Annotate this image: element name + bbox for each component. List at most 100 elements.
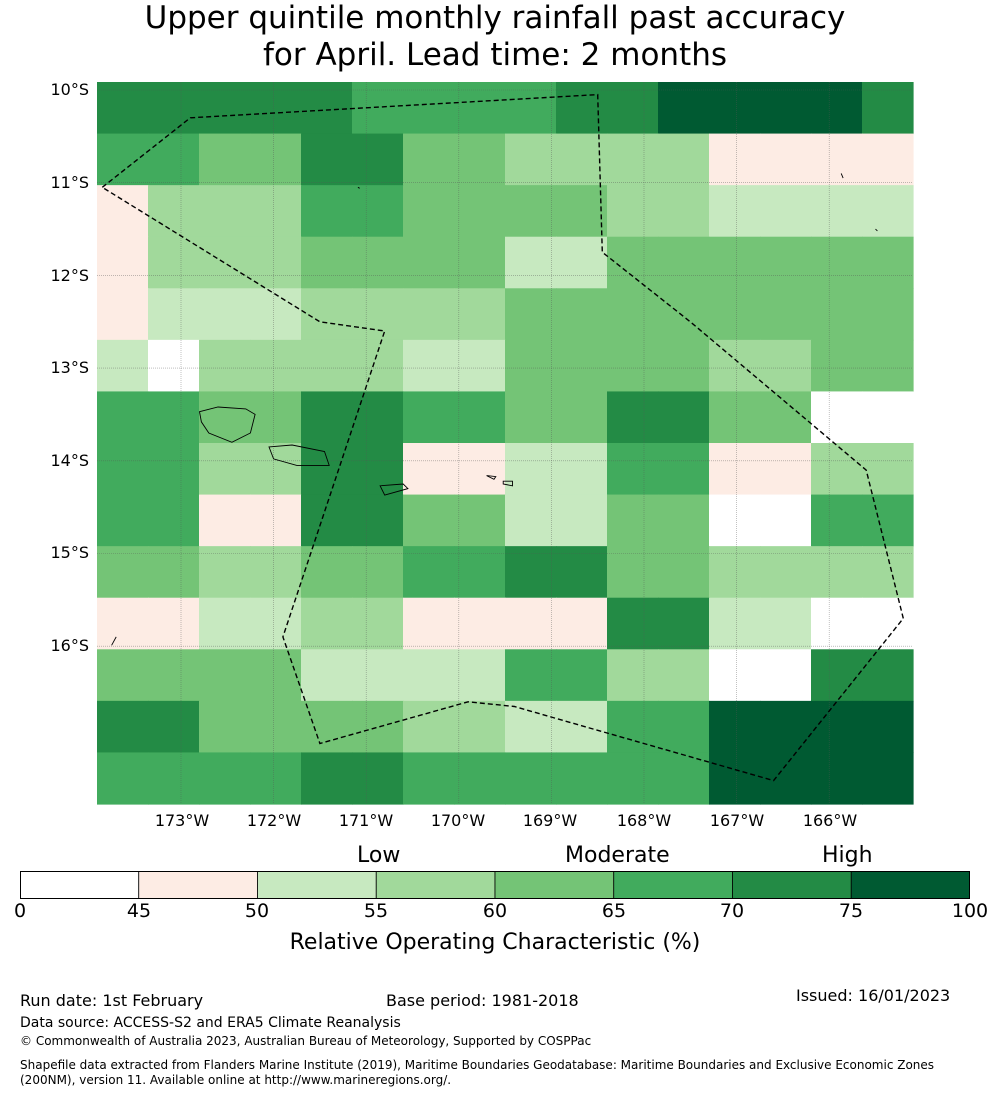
grid-cell: [352, 597, 404, 650]
grid-cell: [199, 288, 251, 341]
grid-cell: [301, 443, 353, 496]
grid-cell: [97, 649, 149, 702]
grid-cell: [250, 185, 302, 238]
grid-cell: [352, 288, 404, 341]
grid-cell: [97, 494, 149, 547]
grid-cell: [607, 546, 659, 599]
grid-cell: [505, 391, 557, 444]
grid-cell: [607, 339, 659, 393]
grid-cell: [658, 391, 710, 444]
grid-cell: [199, 185, 251, 238]
grid-cell: [403, 288, 455, 341]
grid-cell: [862, 700, 914, 754]
colorbar-segment: [732, 871, 852, 899]
grid-cell: [199, 82, 251, 135]
grid-cell: [607, 700, 659, 754]
grid-cell: [352, 546, 404, 599]
islands: [111, 173, 878, 646]
grid-cell: [454, 700, 506, 754]
grid-cell: [403, 752, 455, 805]
grid-cell: [658, 133, 710, 186]
grid-cell: [250, 649, 302, 702]
issued-date: Issued: 16/01/2023: [796, 986, 951, 1005]
lat-label-10s: 10°S: [50, 80, 89, 99]
grid-cell: [556, 82, 608, 135]
grid-cell: [607, 133, 659, 186]
grid-cell: [301, 649, 353, 702]
grid-cell: [250, 133, 302, 186]
grid-cell: [760, 443, 812, 496]
grid-cell: [97, 82, 149, 135]
grid-cell: [454, 391, 506, 444]
grid-cell: [301, 546, 353, 599]
grid-cell: [97, 236, 149, 289]
grid-cell: [148, 597, 200, 650]
colorbar-tick-50: 50: [244, 900, 270, 922]
grid-cell: [301, 391, 353, 444]
grid-cell: [709, 288, 761, 341]
grid-cell: [607, 236, 659, 289]
lon-label-168w: 168°W: [616, 811, 672, 830]
colorbar-segment: [138, 871, 258, 899]
shapefile-credit-line-2: (200NM), version 11. Available online at…: [20, 1073, 452, 1087]
colorbar-segment: [494, 871, 615, 899]
grid-cell: [97, 597, 149, 650]
grid-cell: [862, 649, 914, 702]
grid-cell: [607, 649, 659, 702]
grid-cell: [352, 185, 404, 238]
grid-cell: [505, 339, 557, 393]
grid-cell: [811, 649, 863, 702]
grid-cell: [862, 288, 914, 341]
grid-cell: [607, 82, 659, 135]
lat-label-12s: 12°S: [50, 266, 89, 285]
grid-cell: [505, 752, 557, 805]
grid-cell: [403, 236, 455, 289]
grid-cell: [658, 288, 710, 341]
grid-cell: [148, 391, 200, 444]
grid-cell: [607, 443, 659, 496]
island-outline: [502, 480, 513, 487]
island-outline: [268, 444, 330, 466]
grid-cell: [709, 391, 761, 444]
colorbar-segment: [20, 871, 140, 899]
grid-cell: [148, 82, 200, 135]
grid-cell: [760, 700, 812, 754]
colorbar-tick-100: 100: [951, 900, 989, 922]
colorbar-title: Relative Operating Characteristic (%): [289, 930, 701, 955]
copyright: © Commonwealth of Australia 2023, Austra…: [20, 1034, 592, 1048]
grid-cell: [811, 443, 863, 496]
grid-cell: [301, 236, 353, 289]
grid-cell: [658, 700, 710, 754]
grid-cell: [199, 494, 251, 547]
grid-cell: [301, 752, 353, 805]
run-date: Run date: 1st February: [20, 991, 204, 1010]
grid-cell: [250, 288, 302, 341]
grid-cell: [709, 339, 761, 393]
grid-cell: [811, 597, 863, 650]
grid-cell: [709, 546, 761, 599]
grid-cell: [148, 649, 200, 702]
grid-cell: [97, 546, 149, 599]
grid-cell: [454, 236, 506, 289]
grid-cell: [658, 185, 710, 238]
grid-cell: [709, 82, 761, 135]
grid-cell: [505, 236, 557, 289]
grid-cell: [505, 288, 557, 341]
grid-cell: [403, 597, 455, 650]
lat-label-15s: 15°S: [50, 543, 89, 562]
grid-cell: [403, 443, 455, 496]
lon-label-169w: 169°W: [522, 811, 578, 830]
grid-cell: [658, 339, 710, 393]
map-title-line-1: Upper quintile monthly rainfall past acc…: [144, 0, 846, 36]
grid-cell: [811, 391, 863, 444]
grid-cell: [403, 700, 455, 754]
grid-cell: [301, 494, 353, 547]
colorbar-tick-75: 75: [838, 900, 864, 922]
map-title-line-2: for April. Lead time: 2 months: [262, 37, 728, 73]
lon-label-166w: 166°W: [802, 811, 858, 830]
grid-cell: [352, 391, 404, 444]
island-outline: [486, 475, 497, 480]
grid-cell: [301, 597, 353, 650]
colorbar-segment: [257, 871, 377, 899]
data-source: Data source: ACCESS-S2 and ERA5 Climate …: [20, 1015, 401, 1031]
